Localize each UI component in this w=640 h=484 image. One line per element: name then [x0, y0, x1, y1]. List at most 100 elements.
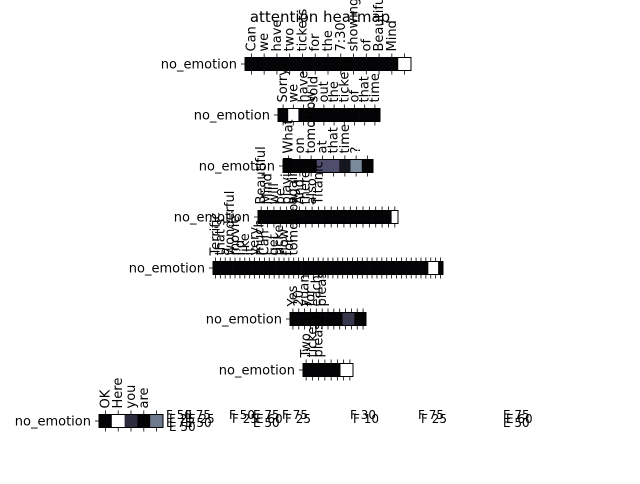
heatmap-cell — [362, 160, 374, 173]
heatmap-cell — [262, 262, 267, 275]
heatmap-cell — [322, 58, 335, 71]
heatmap-cell — [370, 109, 381, 122]
heatmap-cell — [303, 364, 310, 377]
heatmap-cell — [374, 262, 379, 275]
heatmap-cell — [355, 262, 360, 275]
heatmap-cell — [365, 262, 370, 275]
heatmap-cell — [428, 262, 433, 275]
heatmap-cell — [404, 262, 409, 275]
heatmap-cell — [296, 313, 302, 326]
heatmap-cell — [309, 211, 316, 224]
heatmap-cell — [282, 262, 287, 275]
token-label: Mind — [385, 20, 400, 51]
heatmap-cell — [309, 58, 322, 71]
heatmap-cell — [252, 262, 257, 275]
heatmap-cell — [306, 262, 311, 275]
overlap-tick-label: F 25 — [285, 412, 311, 426]
heatmap-cell — [322, 211, 329, 224]
heatmap-cell — [150, 415, 163, 428]
heatmap-cell — [258, 58, 271, 71]
overlapping-tick-labels: F 50F 25E 75E 50F 75E 25E 50F 50F 25E 75… — [166, 408, 533, 434]
heatmap-cell — [341, 211, 348, 224]
heatmap-cell — [354, 313, 360, 326]
token-label: time — [368, 73, 383, 102]
heatmap-cell — [334, 211, 341, 224]
heatmap-cell — [370, 262, 375, 275]
heatmap-cell — [340, 262, 345, 275]
heatmap-cell — [350, 262, 355, 275]
heatmap-cell — [328, 211, 335, 224]
heatmap-cell — [112, 415, 125, 428]
heatmap-row: no_emotionTerrificthat'sawonderfulmovieI… — [129, 191, 444, 279]
heatmap-cell — [315, 211, 322, 224]
heatmap-cell — [385, 211, 392, 224]
heatmap-cell — [366, 211, 373, 224]
heatmap-cell — [245, 58, 258, 71]
heatmap-cell — [242, 262, 247, 275]
token-label: tomorrow — [287, 193, 302, 256]
heatmap-cell — [353, 211, 360, 224]
heatmap-cell — [237, 262, 242, 275]
heatmap-cell — [267, 262, 272, 275]
heatmap-cell — [319, 109, 330, 122]
heatmap-cell — [347, 211, 354, 224]
heatmap-cell — [360, 58, 373, 71]
heatmap-cell — [373, 58, 386, 71]
overlap-tick-label: F 25 — [421, 412, 447, 426]
overlap-tick-label: E 50 — [503, 416, 530, 430]
heatmap-cell — [218, 262, 223, 275]
heatmap-cell — [347, 364, 354, 377]
heatmap-cell — [322, 364, 329, 377]
heatmap-cell — [137, 415, 150, 428]
heatmap-cell — [379, 262, 384, 275]
heatmap-cell — [392, 211, 399, 224]
heatmap-cell — [286, 262, 291, 275]
heatmap-cell — [389, 262, 394, 275]
heatmap-rows: no_emotionCanwehavetwoticketsforthe7:30s… — [15, 0, 444, 432]
heatmap-cell — [341, 364, 348, 377]
token-label: please — [312, 315, 327, 358]
heatmap-cell — [343, 313, 349, 326]
heatmap-cell — [345, 262, 350, 275]
heatmap-cell — [379, 211, 386, 224]
token-label: please — [315, 264, 330, 307]
heatmap-cell — [330, 262, 335, 275]
heatmap-cell — [296, 58, 309, 71]
heatmap-cell — [328, 364, 335, 377]
heatmap-cell — [360, 211, 367, 224]
heatmap-cell — [303, 211, 310, 224]
heatmap-cell — [433, 262, 438, 275]
heatmap-cell — [349, 109, 360, 122]
row-label: no_emotion — [161, 58, 237, 73]
heatmap-cell — [339, 160, 351, 173]
heatmap-cell — [348, 313, 354, 326]
heatmap-cell — [99, 415, 112, 428]
row-label: no_emotion — [194, 109, 270, 124]
heatmap-cell — [272, 262, 277, 275]
heatmap-cell — [277, 262, 282, 275]
heatmap-cell — [399, 262, 404, 275]
heatmap-cell — [423, 262, 428, 275]
heatmap-cell — [373, 211, 380, 224]
heatmap-cell — [329, 109, 340, 122]
token-label: are — [137, 387, 152, 408]
heatmap-cell — [414, 262, 419, 275]
token-label: ? — [349, 147, 364, 154]
heatmap-cell — [257, 262, 262, 275]
heatmap-cell — [309, 364, 316, 377]
heatmap-cell — [419, 262, 424, 275]
heatmap-cell — [360, 262, 365, 275]
heatmap-cell — [409, 262, 414, 275]
row-label: no_emotion — [15, 415, 91, 430]
row-label: no_emotion — [206, 313, 282, 328]
heatmap-cell — [334, 364, 341, 377]
heatmap-cell — [213, 262, 218, 275]
heatmap-cell — [290, 313, 296, 326]
row-label: no_emotion — [129, 262, 205, 277]
heatmap-cell — [316, 364, 323, 377]
heatmap-cell — [360, 109, 371, 122]
heatmap-cell — [291, 262, 296, 275]
overlap-tick-label: E 50 — [253, 416, 280, 430]
